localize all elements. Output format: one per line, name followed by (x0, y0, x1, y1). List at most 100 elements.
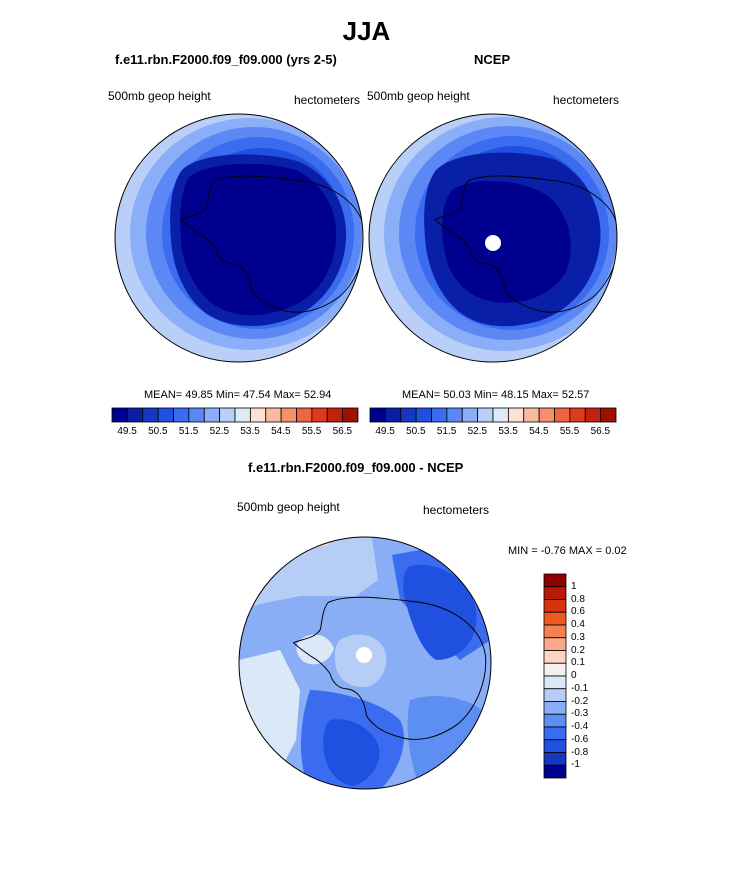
left-colorbar-tick-label: 50.5 (148, 426, 168, 437)
left-colorbar-swatch (219, 407, 236, 423)
left-colorbar-swatch (249, 407, 267, 423)
right-colorbar-swatch (446, 407, 463, 423)
right-colorbar-swatch (431, 407, 448, 423)
left-colorbar-swatch (265, 407, 282, 423)
left-colorbar-tick-label: 51.5 (178, 426, 199, 437)
right-colorbar-swatch (538, 407, 555, 423)
right-colorbar-tick-label: 56.5 (590, 426, 611, 437)
left-units-label: hectometers (294, 93, 361, 107)
right-colorbar (369, 407, 617, 423)
left-colorbar-swatch (280, 407, 297, 423)
left-colorbar-tick-label: 55.5 (301, 426, 322, 437)
diff-colorbar-swatch (543, 624, 567, 639)
diff-colorbar (543, 573, 567, 779)
left-panel-title: f.e11.rbn.F2000.f09_f09.000 (yrs 2-5) (115, 52, 337, 67)
diff-colorbar-swatch (543, 688, 567, 702)
right-colorbar-swatch (554, 407, 571, 423)
diff-colorbar-swatch (543, 586, 567, 600)
diff-colorbar-tick-label: 0 (571, 670, 577, 681)
left-colorbar-tick-label: 52.5 (209, 426, 230, 437)
diff-colorbar-tick-label: 1 (571, 580, 577, 592)
right-colorbar-swatch (415, 407, 432, 423)
left-colorbar-swatch (173, 407, 190, 423)
right-colorbar-swatch (492, 407, 509, 423)
left-colorbar (111, 407, 359, 423)
left-colorbar-swatch (157, 407, 174, 423)
left-colorbar-tick-label: 53.5 (240, 426, 260, 437)
diff-colorbar-swatch (543, 739, 567, 753)
diff-colorbar-swatch (543, 573, 567, 588)
diff-colorbar-swatch (543, 599, 567, 613)
right-variable-label: 500mb geop height (367, 89, 470, 103)
diff-colorbar-tick-label: -0.6 (571, 733, 589, 745)
left-colorbar-swatch (188, 407, 205, 423)
left-colorbar-swatch (311, 407, 328, 423)
diff-panel-title: f.e11.rbn.F2000.f09_f09.000 - NCEP (248, 460, 464, 475)
left-map-border (114, 113, 364, 363)
diff-colorbar-tick-label: -0.8 (571, 746, 589, 758)
diff-colorbar-swatch (543, 701, 567, 715)
right-colorbar-swatch (384, 407, 402, 423)
left-colorbar-tick-label: 56.5 (332, 426, 353, 437)
main-title: JJA (342, 16, 391, 46)
diff-colorbar-swatch (543, 650, 567, 664)
diff-colorbar-tick-label: -1 (571, 759, 580, 771)
right-panel-title: NCEP (474, 52, 511, 67)
right-colorbar-swatch (507, 407, 525, 423)
left-band-7 (180, 163, 337, 316)
right-colorbar-tick-label: 52.5 (467, 426, 488, 437)
right-colorbar-tick-label: 55.5 (559, 426, 580, 437)
diff-map-border (238, 536, 492, 790)
right-colorbar-swatch (369, 407, 386, 423)
diff-colorbar-tick-label: 0.4 (571, 619, 585, 630)
diff-colorbar-swatch (543, 726, 567, 741)
diff-colorbar-swatch (543, 713, 567, 728)
diff-colorbar-tick-label: 0.1 (571, 657, 585, 669)
right-colorbar-swatch (523, 407, 540, 423)
diff-colorbar-tick-label: 0.3 (571, 631, 585, 643)
right-colorbar-tick-label: 54.5 (529, 426, 549, 437)
diff-region-positive (300, 537, 330, 547)
diff-colorbar-swatch (543, 637, 567, 651)
right-colorbar-swatch (600, 407, 617, 423)
diff-colorbar-swatch (543, 752, 567, 766)
diff-region-northeast-core (403, 564, 477, 660)
diff-pole-hole (356, 647, 372, 663)
right-colorbar-swatch (477, 407, 494, 423)
diff-region-peninsula (296, 634, 334, 665)
right-colorbar-swatch (400, 407, 417, 423)
left-colorbar-swatch (296, 407, 313, 423)
right-colorbar-swatch (569, 407, 586, 423)
diff-colorbar-swatch (543, 764, 567, 779)
diff-colorbar-tick-label: 0.2 (571, 644, 585, 656)
left-map (115, 114, 363, 362)
diff-minmax: MIN = -0.76 MAX = 0.02 (508, 545, 627, 557)
left-variable-label: 500mb geop height (108, 89, 211, 103)
left-colorbar-tick-label: 49.5 (117, 426, 137, 437)
right-colorbar-swatch (461, 407, 479, 423)
right-map (369, 114, 617, 362)
diff-map (239, 537, 491, 789)
diff-colorbar-tick-label: -0.3 (571, 708, 589, 720)
diff-colorbar-tick-label: 0.6 (571, 606, 585, 618)
right-pole-hole (485, 235, 501, 251)
diff-colorbar-tick-label: -0.4 (571, 721, 589, 732)
right-stats: MEAN= 50.03 Min= 48.15 Max= 52.57 (402, 389, 590, 401)
left-colorbar-swatch (203, 407, 221, 423)
left-colorbar-swatch (326, 407, 344, 423)
diff-colorbar-tick-label: 0.8 (571, 593, 585, 605)
diff-colorbar-swatch (543, 662, 567, 677)
right-colorbar-tick-label: 49.5 (375, 426, 395, 437)
right-map-border (368, 113, 618, 363)
right-colorbar-tick-label: 51.5 (436, 426, 457, 437)
diff-units-label: hectometers (423, 503, 490, 517)
diff-colorbar-tick-label: -0.1 (571, 682, 589, 694)
right-band-7 (442, 180, 571, 303)
diff-region-south-core (323, 719, 380, 786)
right-colorbar-tick-label: 50.5 (406, 426, 426, 437)
right-colorbar-tick-label: 53.5 (498, 426, 518, 437)
left-colorbar-tick-label: 54.5 (271, 426, 291, 437)
left-stats: MEAN= 49.85 Min= 47.54 Max= 52.94 (144, 389, 332, 401)
left-colorbar-swatch (111, 407, 128, 423)
